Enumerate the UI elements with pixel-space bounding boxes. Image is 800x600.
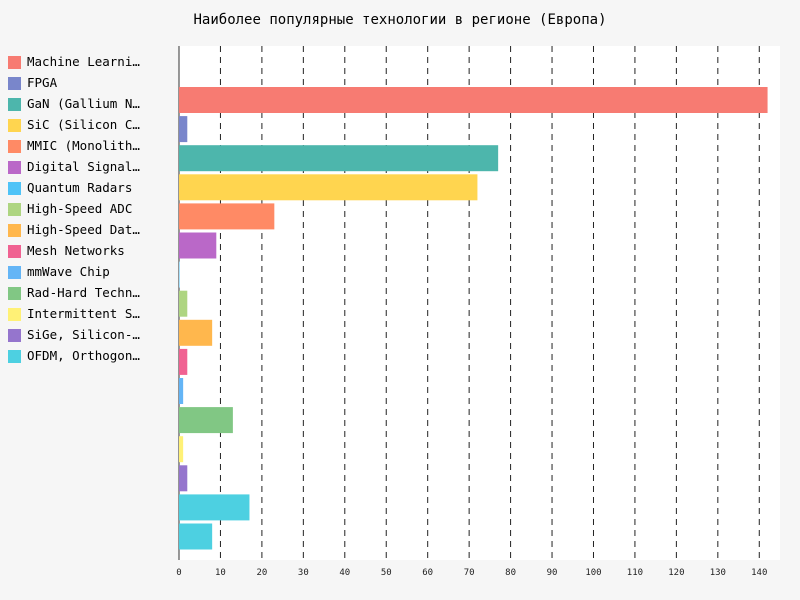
legend-swatch [8, 98, 21, 111]
legend-item[interactable]: Quantum Radars [8, 180, 168, 201]
legend-swatch [8, 308, 21, 321]
legend-item[interactable]: FPGA [8, 75, 168, 96]
bar [179, 494, 250, 521]
x-tick-label: 110 [627, 568, 643, 578]
x-tick-label: 140 [751, 568, 767, 578]
x-tick-label: 120 [668, 568, 684, 578]
legend-item[interactable]: High-Speed ADC [8, 201, 168, 222]
x-tick-label: 40 [339, 568, 350, 578]
legend-swatch [8, 119, 21, 132]
bar [179, 348, 188, 375]
bar [179, 523, 213, 550]
legend-swatch [8, 203, 21, 216]
legend-swatch [8, 182, 21, 195]
legend-swatch [8, 266, 21, 279]
bar [179, 203, 275, 230]
x-tick-label: 60 [422, 568, 433, 578]
chart-title: Наиболее популярные технологии в регионе… [193, 12, 607, 28]
legend-swatch [8, 224, 21, 237]
bar [179, 290, 188, 317]
legend-item[interactable]: Mesh Networks [8, 243, 168, 264]
legend-item[interactable]: OFDM, Orthogon… [8, 348, 168, 369]
x-tick-label: 30 [298, 568, 309, 578]
bar [179, 261, 180, 288]
x-tick-label: 10 [215, 568, 226, 578]
x-tick-label: 0 [176, 568, 181, 578]
plot-area [179, 46, 780, 560]
legend-item[interactable]: Rad-Hard Techn… [8, 285, 168, 306]
bar [179, 407, 233, 434]
legend-swatch [8, 287, 21, 300]
legend-swatch [8, 77, 21, 90]
x-tick-label: 20 [256, 568, 267, 578]
x-tick-label: 100 [585, 568, 601, 578]
bar [179, 174, 478, 201]
legend-swatch [8, 245, 21, 258]
bar [179, 145, 499, 172]
bar [179, 116, 188, 143]
legend-item[interactable]: Machine Learni… [8, 54, 168, 75]
bar [179, 378, 184, 404]
legend-item[interactable]: High-Speed Dat… [8, 222, 168, 243]
x-tick-label: 90 [547, 568, 558, 578]
legend-swatch [8, 329, 21, 342]
bar [179, 319, 213, 346]
legend-item[interactable]: SiC (Silicon C… [8, 117, 168, 138]
x-tick-label: 50 [381, 568, 392, 578]
legend-item[interactable]: MMIC (Monolith… [8, 138, 168, 159]
legend-swatch [8, 140, 21, 153]
legend-item[interactable]: Digital Signal… [8, 159, 168, 180]
x-tick-label: 80 [505, 568, 516, 578]
legend: Machine Learni… FPGA GaN (Gallium N… SiC (S… [8, 54, 168, 369]
x-tick-label: 130 [710, 568, 726, 578]
bar [179, 87, 768, 113]
legend-swatch [8, 350, 21, 363]
x-tick-label: 70 [464, 568, 475, 578]
legend-item[interactable]: GaN (Gallium N… [8, 96, 168, 117]
legend-item[interactable]: SiGe, Silicon-… [8, 327, 168, 348]
bar [179, 465, 188, 492]
legend-item[interactable]: Intermittent S… [8, 306, 168, 327]
legend-swatch [8, 56, 21, 69]
legend-swatch [8, 161, 21, 174]
bar [179, 232, 217, 259]
bar [179, 436, 184, 463]
legend-item[interactable]: mmWave Chip [8, 264, 168, 285]
